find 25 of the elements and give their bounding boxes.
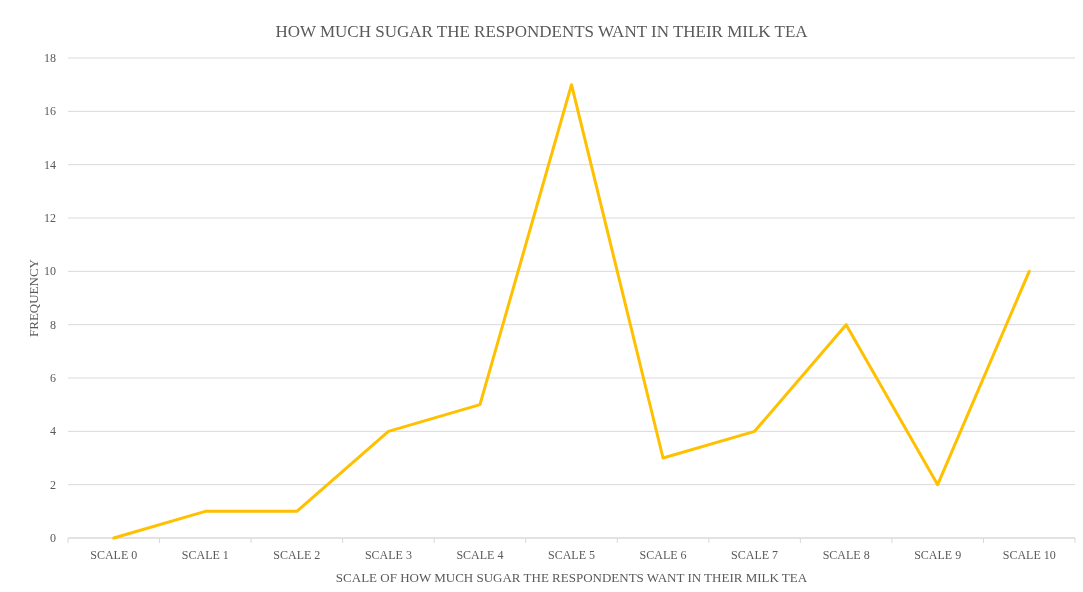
x-tick-label: SCALE 6 bbox=[639, 548, 687, 562]
x-tick-label: SCALE 4 bbox=[456, 548, 504, 562]
y-tick-label: 12 bbox=[44, 211, 56, 225]
y-axis-title: FREQUENCY bbox=[26, 258, 41, 338]
x-tick-label: SCALE 5 bbox=[547, 548, 596, 562]
y-tick-label: 6 bbox=[50, 371, 56, 385]
x-tick-label: SCALE 3 bbox=[364, 548, 412, 562]
x-tick-label: SCALE 9 bbox=[914, 548, 962, 562]
x-tick-label: SCALE 0 bbox=[90, 548, 138, 562]
x-tick-label: SCALE 8 bbox=[822, 548, 870, 562]
y-tick-label: 14 bbox=[44, 157, 56, 172]
y-tick-label: 8 bbox=[50, 317, 56, 332]
y-tick-label: 4 bbox=[50, 424, 56, 439]
line-series bbox=[112, 83, 1031, 540]
y-tick-label: 18 bbox=[44, 51, 56, 65]
chart-title: HOW MUCH SUGAR THE RESPONDENTS WANT IN THEIR MILK TEA bbox=[275, 22, 809, 41]
x-tick-label: SCALE 1 bbox=[181, 548, 229, 562]
y-tick-label: 10 bbox=[44, 264, 56, 279]
y-tick-label: 2 bbox=[50, 477, 56, 492]
x-tick-label: SCALE 10 bbox=[1002, 548, 1056, 562]
x-tick-label: SCALE 7 bbox=[731, 548, 779, 562]
y-tick-label: 16 bbox=[44, 104, 56, 119]
x-tick-label: SCALE 2 bbox=[273, 548, 321, 562]
x-axis-title: SCALE OF HOW MUCH SUGAR THE RESPONDENTS WANT IN THEIR MILK TEA bbox=[335, 570, 808, 585]
y-tick-label: 0 bbox=[50, 531, 56, 545]
